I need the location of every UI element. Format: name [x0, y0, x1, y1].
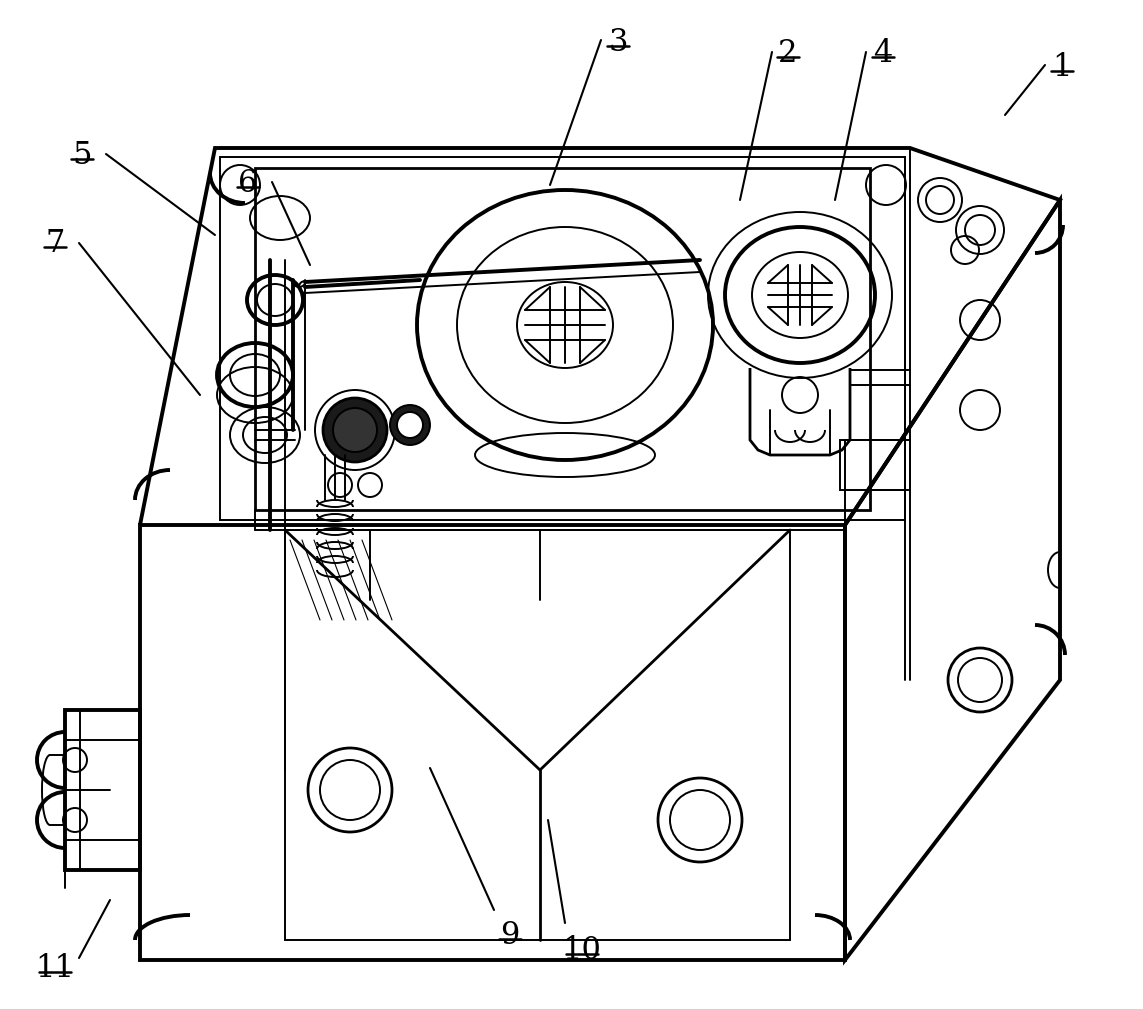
Circle shape: [397, 412, 423, 438]
Text: 2: 2: [778, 38, 798, 69]
Text: 7: 7: [46, 228, 65, 259]
Text: 1: 1: [1053, 52, 1072, 83]
Text: 11: 11: [35, 952, 74, 984]
Text: 5: 5: [72, 140, 91, 171]
Text: 6: 6: [238, 169, 257, 199]
Text: 10: 10: [562, 935, 601, 966]
Circle shape: [323, 398, 387, 462]
Text: 9: 9: [501, 920, 520, 951]
Circle shape: [333, 408, 377, 452]
Text: 3: 3: [608, 27, 628, 58]
Text: 4: 4: [873, 38, 893, 69]
Circle shape: [390, 405, 430, 445]
